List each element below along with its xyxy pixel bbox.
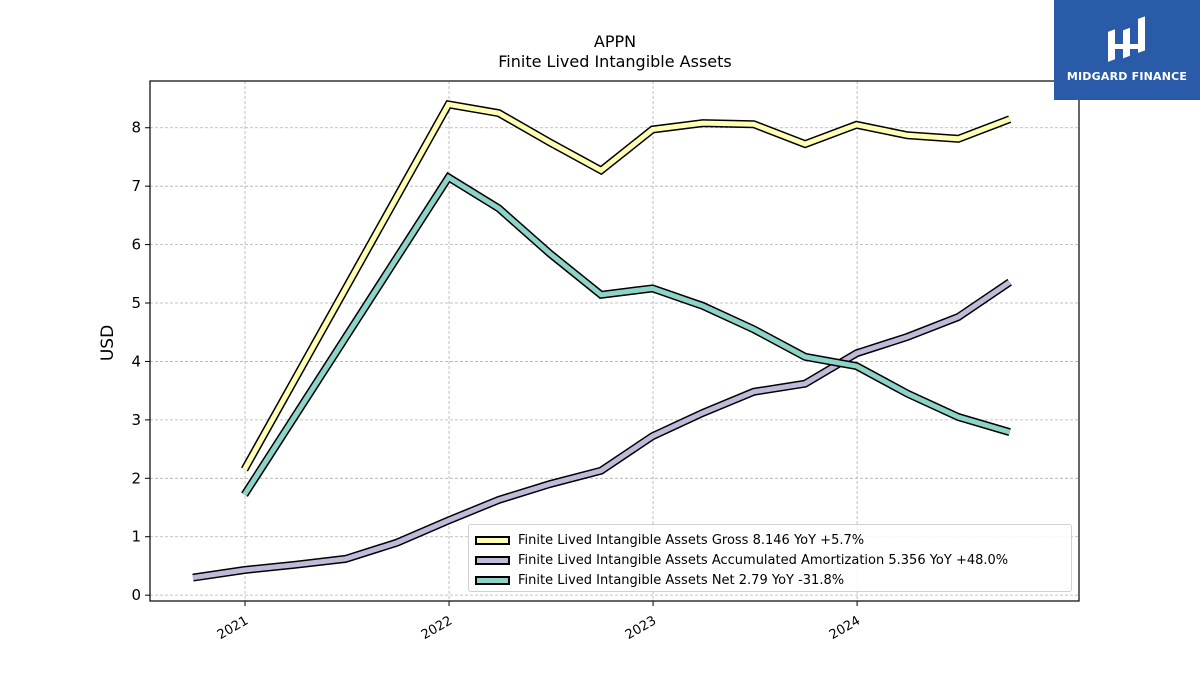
y-axis-label: USD: [98, 325, 118, 361]
series-lines: [192, 99, 1012, 582]
legend-label-gross: Finite Lived Intangible Assets Gross 8.1…: [518, 532, 865, 548]
plot-frame: [149, 80, 1080, 602]
series-line-outline-0: [241, 99, 1012, 472]
x-tick-label: 2024: [827, 613, 863, 643]
legend-swatch-amortization: [475, 555, 510, 565]
grid: [150, 81, 1079, 601]
legend-label-amortization: Finite Lived Intangible Assets Accumulat…: [518, 552, 1009, 568]
chart-subtitle: Finite Lived Intangible Assets: [498, 52, 732, 71]
chart-title: APPN: [593, 32, 637, 51]
series-line-2: [242, 173, 1011, 497]
y-tick-label: 1: [131, 528, 141, 546]
y-tick-label: 0: [131, 586, 141, 604]
legend-swatch-net: [475, 575, 510, 585]
legend-swatch-gross: [475, 535, 510, 545]
y-tick-label: 4: [131, 352, 141, 370]
legend-item-amortization: Finite Lived Intangible Assets Accumulat…: [473, 550, 1071, 570]
y-tick-label: 5: [131, 294, 141, 312]
legend: Finite Lived Intangible Assets Gross 8.1…: [468, 524, 1072, 592]
y-tick-label: 6: [131, 236, 141, 254]
y-tick-label: 8: [131, 119, 141, 137]
x-tick-label: 2021: [215, 613, 251, 643]
series-line-1: [192, 280, 1012, 581]
midgard-finance-logo: MIDGARD FINANCE: [1054, 0, 1200, 100]
logo-mark-icon: [1108, 16, 1145, 62]
series-line-0: [242, 101, 1011, 471]
x-tick-label: 2022: [419, 613, 455, 643]
legend-label-net: Finite Lived Intangible Assets Net 2.79 …: [518, 572, 845, 588]
y-tick-label: 2: [131, 469, 141, 487]
legend-item-gross: Finite Lived Intangible Assets Gross 8.1…: [473, 530, 1071, 550]
x-tick-label: 2023: [623, 613, 659, 643]
y-tick-label: 7: [131, 177, 141, 195]
legend-item-net: Finite Lived Intangible Assets Net 2.79 …: [473, 570, 1071, 590]
logo-text: MIDGARD FINANCE: [1066, 70, 1188, 83]
y-tick-label: 3: [131, 411, 141, 429]
series-line-outline-2: [241, 171, 1011, 497]
